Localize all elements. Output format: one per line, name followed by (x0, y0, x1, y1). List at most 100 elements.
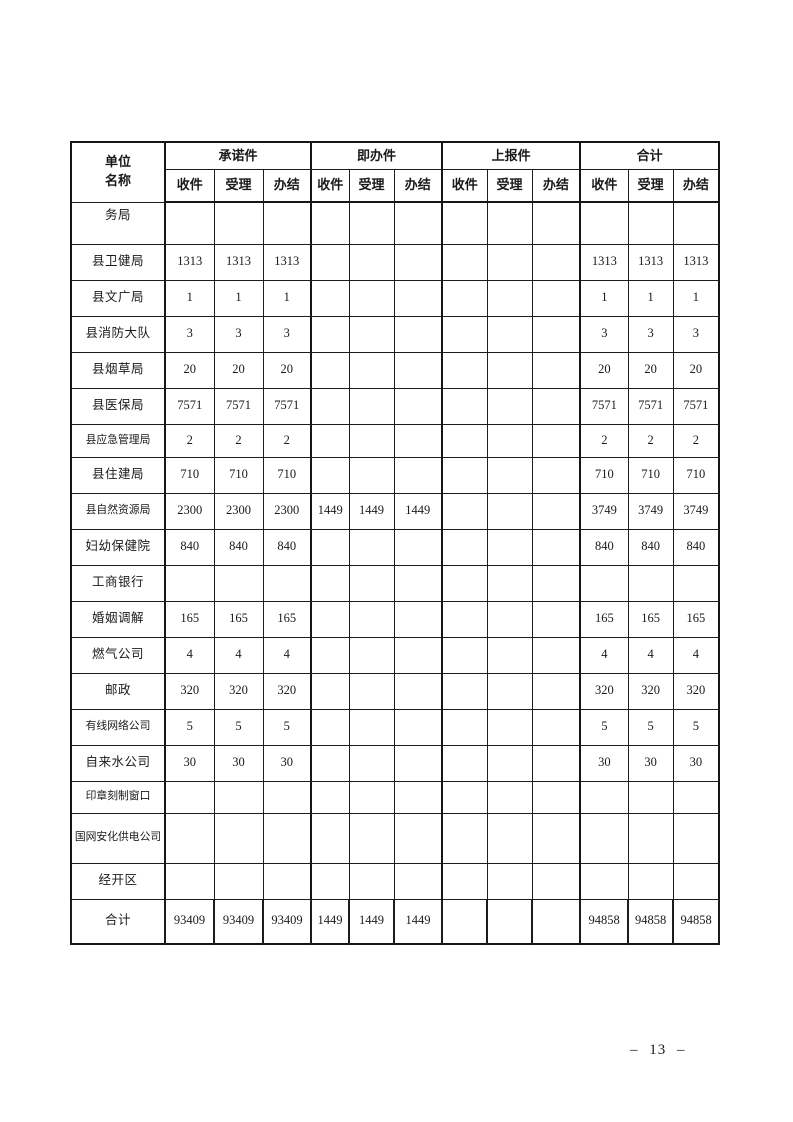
value-cell: 2 (262, 423, 312, 458)
value-cell (164, 201, 215, 245)
value-cell: 1313 (213, 243, 264, 281)
value-cell (486, 351, 533, 389)
value-cell (627, 201, 674, 245)
header-accepted: 受理 (348, 168, 395, 203)
value-cell: 93409 (213, 898, 264, 945)
value-cell: 4 (672, 636, 720, 674)
value-cell (531, 812, 581, 864)
value-cell (441, 600, 488, 638)
value-cell (486, 564, 533, 602)
value-cell (393, 862, 443, 900)
value-cell (531, 351, 581, 389)
value-cell (348, 744, 395, 782)
unit-name-cell: 国网安化供电公司 (70, 812, 166, 864)
value-cell: 7571 (213, 387, 264, 425)
value-cell: 3749 (672, 492, 720, 530)
value-cell (531, 672, 581, 710)
header-received: 收件 (164, 168, 215, 203)
value-cell (393, 528, 443, 566)
value-cell: 2 (672, 423, 720, 458)
value-cell (310, 672, 350, 710)
header-completed: 办结 (672, 168, 720, 203)
header-completed: 办结 (393, 168, 443, 203)
value-cell: 7571 (579, 387, 629, 425)
value-cell: 3749 (627, 492, 674, 530)
value-cell: 320 (262, 672, 312, 710)
value-cell (531, 201, 581, 245)
value-cell (348, 423, 395, 458)
table-row: 县自然资源局 2300 2300 2300 1449 1449 1449 3749 3749 37… (70, 492, 720, 530)
table-row: 妇幼保健院 840 840 840 840 840 840 (70, 528, 720, 566)
value-cell (213, 862, 264, 900)
value-cell: 1313 (627, 243, 674, 281)
value-cell: 1 (579, 279, 629, 317)
value-cell (531, 780, 581, 814)
unit-name-cell: 自来水公司 (70, 744, 166, 782)
value-cell: 3 (672, 315, 720, 353)
value-cell (441, 492, 488, 530)
value-cell: 5 (672, 708, 720, 746)
table-row: 县应急管理局 2 2 2 2 2 2 (70, 423, 720, 458)
value-cell (441, 201, 488, 245)
value-cell: 320 (627, 672, 674, 710)
value-cell: 1449 (310, 898, 351, 945)
value-cell: 94858 (672, 898, 721, 945)
value-cell (627, 780, 674, 814)
table-row: 县住建局 710 710 710 710 710 710 (70, 456, 720, 494)
value-cell (486, 492, 533, 530)
header-group-immediate-items: 即办件 (310, 141, 443, 170)
value-cell (348, 600, 395, 638)
value-cell: 840 (262, 528, 312, 566)
value-cell: 94858 (627, 898, 675, 945)
value-cell: 30 (579, 744, 629, 782)
value-cell (213, 564, 264, 602)
value-cell (579, 780, 629, 814)
table-row: 县烟草局 20 20 20 20 20 20 (70, 351, 720, 389)
header-received: 收件 (310, 168, 350, 203)
value-cell (627, 564, 674, 602)
value-cell (672, 812, 720, 864)
value-cell (531, 898, 582, 945)
value-cell (348, 780, 395, 814)
value-cell (486, 862, 533, 900)
value-cell (441, 243, 488, 281)
value-cell (441, 456, 488, 494)
value-cell: 3 (213, 315, 264, 353)
header-group-promise-items: 承诺件 (163, 141, 312, 170)
value-cell (393, 744, 443, 782)
value-cell: 4 (164, 636, 215, 674)
value-cell: 165 (672, 600, 720, 638)
value-cell (310, 600, 350, 638)
value-cell (486, 279, 533, 317)
value-cell (393, 315, 443, 353)
value-cell (531, 708, 581, 746)
value-cell (310, 243, 350, 281)
value-cell (393, 351, 443, 389)
value-cell: 2300 (164, 492, 215, 530)
value-cell (441, 315, 488, 353)
value-cell (310, 201, 350, 245)
value-cell (262, 201, 312, 245)
unit-name-cell: 经开区 (70, 862, 166, 900)
value-cell (393, 279, 443, 317)
value-cell (531, 387, 581, 425)
table-row: 国网安化供电公司 (70, 812, 720, 864)
value-cell (441, 279, 488, 317)
value-cell (310, 315, 350, 353)
page-number: – 13 – (630, 1042, 686, 1058)
table-row: 务局 (70, 201, 720, 245)
value-cell (310, 812, 350, 864)
value-cell (393, 201, 443, 245)
value-cell (348, 812, 395, 864)
value-cell: 1 (672, 279, 720, 317)
value-cell (441, 744, 488, 782)
header-accepted: 受理 (486, 168, 533, 203)
value-cell (348, 201, 395, 245)
value-cell: 5 (262, 708, 312, 746)
value-cell (310, 564, 350, 602)
value-cell (310, 744, 350, 782)
value-cell (486, 672, 533, 710)
value-cell: 1313 (164, 243, 215, 281)
value-cell: 2 (579, 423, 629, 458)
value-cell (579, 812, 629, 864)
